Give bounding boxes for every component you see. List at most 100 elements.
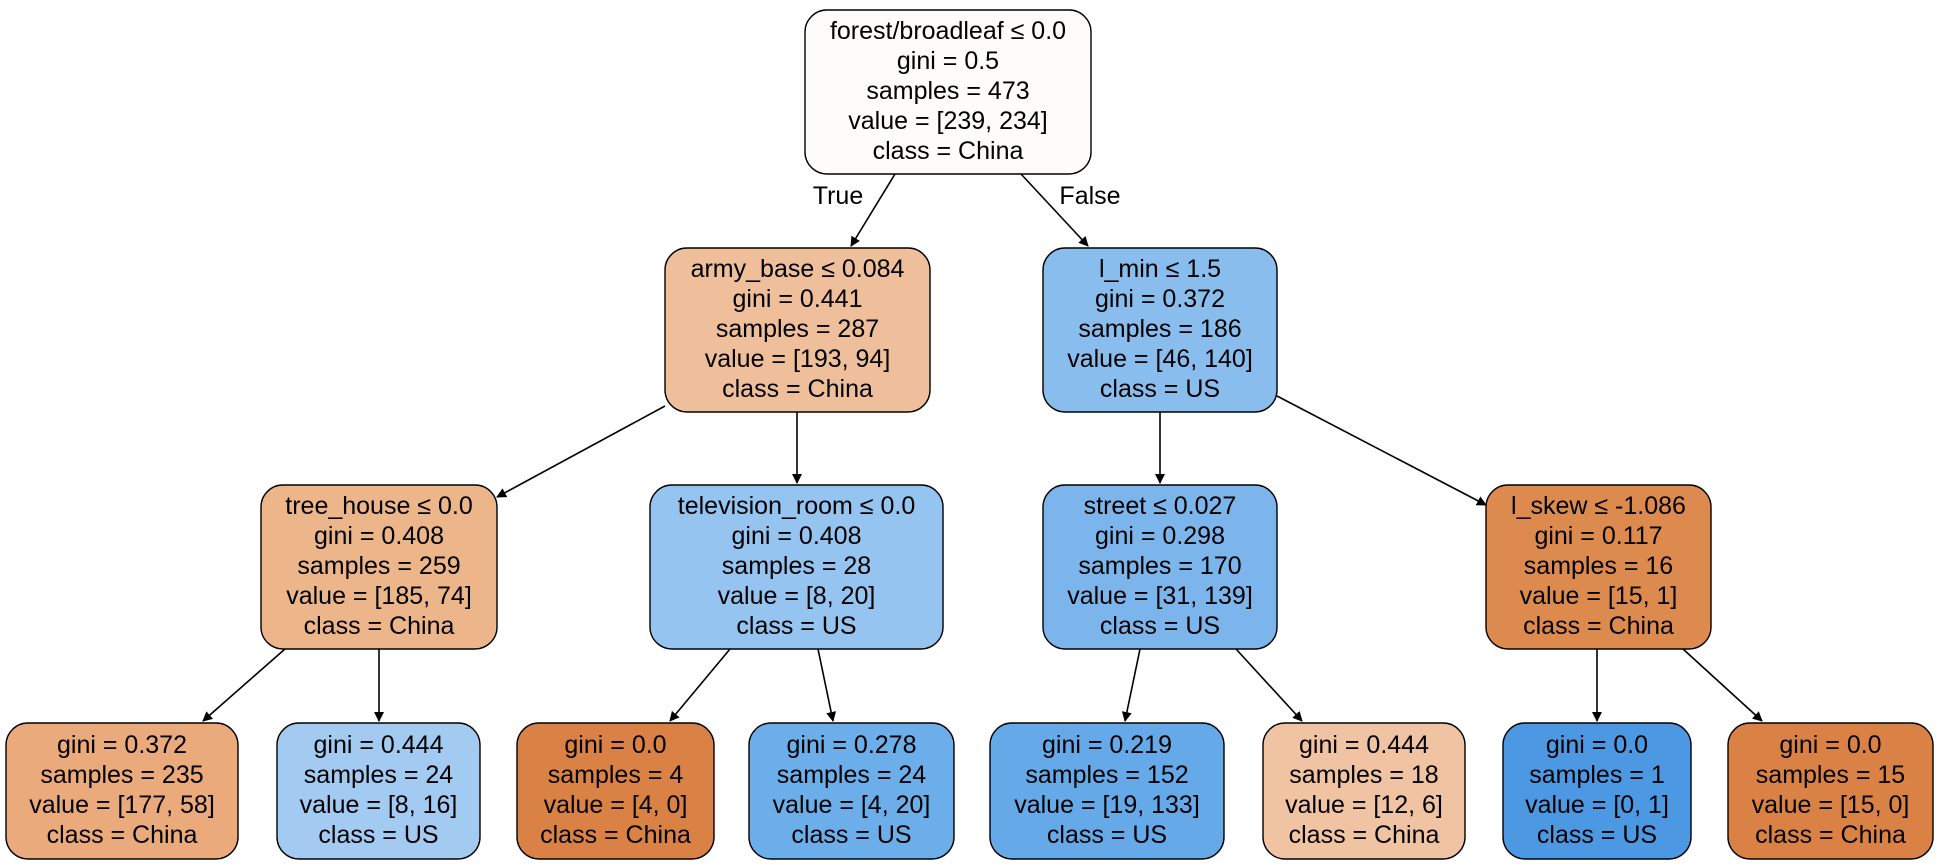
node-line: class = US <box>791 821 911 849</box>
node-box <box>1042 484 1278 650</box>
node-line: value = [4, 20] <box>773 791 931 819</box>
node-line: gini = 0.372 <box>57 731 187 759</box>
node-line: samples = 16 <box>1524 552 1673 580</box>
edge-n4-n10 <box>817 648 837 722</box>
node-line: gini = 0.408 <box>314 522 444 550</box>
node-line: class = China <box>1289 821 1440 849</box>
edge-n1-n3 <box>496 405 666 498</box>
node-line: gini = 0.372 <box>1095 285 1225 313</box>
node-box <box>1262 722 1466 860</box>
node-line: l_skew ≤ -1.086 <box>1511 492 1686 520</box>
node-line: samples = 1 <box>1529 761 1665 789</box>
node-line: class = China <box>1523 612 1674 640</box>
node-box <box>1727 722 1934 860</box>
node-line: gini = 0.5 <box>897 47 999 75</box>
node-line: samples = 152 <box>1025 761 1188 789</box>
node-line: value = [239, 234] <box>848 107 1047 135</box>
edges-layer: True False <box>202 173 1763 722</box>
node-line: samples = 24 <box>777 761 926 789</box>
node-line: television_room ≤ 0.0 <box>678 492 915 520</box>
node-box <box>260 484 498 650</box>
edge-n6-n14 <box>1682 648 1763 722</box>
node-line: gini = 0.117 <box>1534 522 1662 550</box>
node-line: samples = 15 <box>1756 761 1905 789</box>
node-line: samples = 186 <box>1078 315 1241 343</box>
node-line: class = China <box>1755 821 1906 849</box>
node-box <box>276 722 481 860</box>
node-line: gini = 0.219 <box>1042 731 1172 759</box>
node-line: class = China <box>47 821 198 849</box>
node-line: class = US <box>1100 612 1220 640</box>
edge-n3-n7 <box>202 648 286 722</box>
node-line: value = [46, 140] <box>1067 345 1253 373</box>
node-line: tree_house ≤ 0.0 <box>285 492 472 520</box>
node-line: class = US <box>1047 821 1167 849</box>
node-line: street ≤ 0.027 <box>1084 492 1237 520</box>
node-line: value = [8, 16] <box>300 791 458 819</box>
node-line: class = China <box>540 821 691 849</box>
edge-n0-n2 <box>1020 173 1089 247</box>
node-line: class = US <box>736 612 856 640</box>
node-line: value = [8, 20] <box>718 582 876 610</box>
node-line: value = [0, 1] <box>1525 791 1669 819</box>
node-line: gini = 0.278 <box>787 731 917 759</box>
node-line: class = China <box>722 375 873 403</box>
node-box <box>5 722 239 860</box>
edge-n5-n11 <box>1121 648 1141 722</box>
node-line: samples = 28 <box>722 552 871 580</box>
node-line: gini = 0.444 <box>314 731 444 759</box>
node-line: samples = 259 <box>297 552 460 580</box>
node-line: class = US <box>1537 821 1657 849</box>
edge-label-false: False <box>1059 182 1120 210</box>
node-line: class = China <box>304 612 455 640</box>
node-box <box>804 9 1092 175</box>
node-box <box>1485 484 1712 650</box>
node-line: value = [19, 133] <box>1014 791 1200 819</box>
node-line: class = US <box>318 821 438 849</box>
node-line: gini = 0.444 <box>1299 731 1429 759</box>
node-line: class = US <box>1100 375 1220 403</box>
node-line: samples = 473 <box>866 77 1029 105</box>
node-box <box>1042 247 1278 413</box>
node-box <box>516 722 715 860</box>
node-line: gini = 0.298 <box>1095 522 1225 550</box>
edge-label-true: True <box>813 182 863 210</box>
node-box <box>664 247 931 413</box>
node-line: value = [15, 0] <box>1752 791 1910 819</box>
node-line: samples = 170 <box>1078 552 1241 580</box>
node-line: army_base ≤ 0.084 <box>691 255 905 283</box>
node-line: gini = 0.0 <box>1779 731 1881 759</box>
edge-n5-n12 <box>1235 648 1303 722</box>
node-line: samples = 287 <box>716 315 879 343</box>
edge-n4-n9 <box>669 648 731 722</box>
node-line: samples = 235 <box>40 761 203 789</box>
node-line: value = [185, 74] <box>286 582 472 610</box>
node-line: l_min ≤ 1.5 <box>1099 255 1221 283</box>
node-line: value = [177, 58] <box>29 791 215 819</box>
node-line: value = [4, 0] <box>544 791 688 819</box>
node-box <box>748 722 955 860</box>
node-line: value = [12, 6] <box>1285 791 1443 819</box>
node-box <box>1502 722 1692 860</box>
node-line: class = China <box>873 137 1024 165</box>
node-line: value = [15, 1] <box>1520 582 1678 610</box>
node-line: samples = 4 <box>548 761 684 789</box>
edge-n2-n6 <box>1276 395 1487 506</box>
node-line: samples = 24 <box>304 761 453 789</box>
